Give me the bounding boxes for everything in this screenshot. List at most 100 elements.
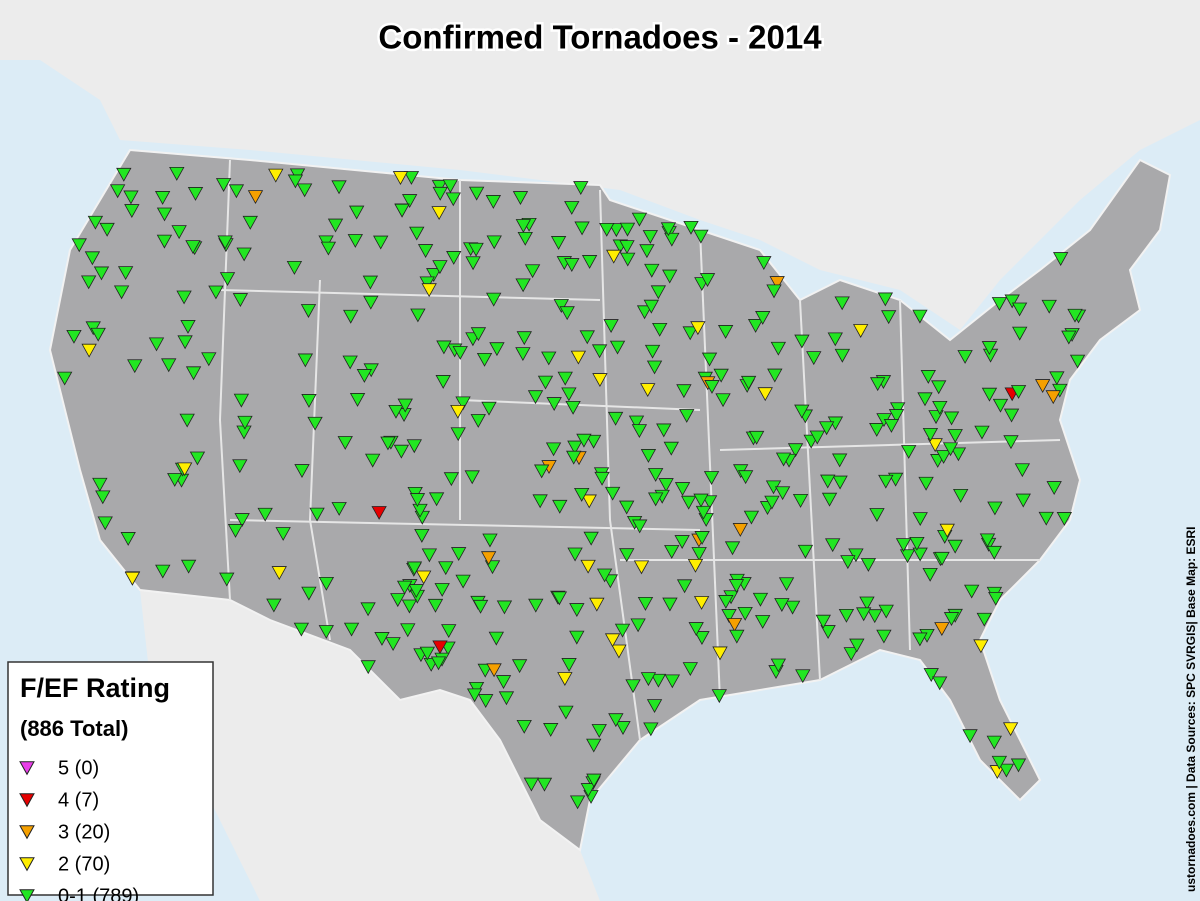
tornado-marker <box>409 226 425 241</box>
tornado-marker <box>527 390 544 405</box>
tornado-marker <box>693 596 710 610</box>
tornado-marker <box>881 310 897 325</box>
tornado-marker <box>486 292 502 307</box>
tornado-marker <box>809 430 825 445</box>
tornado-marker <box>646 360 663 375</box>
tornado-marker <box>573 181 589 196</box>
tornado-marker <box>87 215 104 230</box>
tornado-marker <box>464 470 480 485</box>
tornado-marker <box>615 721 631 735</box>
tornado-marker <box>843 647 859 662</box>
tornado-marker <box>393 444 410 459</box>
tornado-marker <box>365 453 381 468</box>
tornado-marker <box>732 523 748 537</box>
tornado-marker <box>337 436 353 450</box>
tornado-marker <box>636 305 653 320</box>
tornado-marker <box>859 596 875 611</box>
tornado-marker <box>180 559 197 574</box>
tornado-marker <box>434 583 450 597</box>
tornado-marker <box>465 256 481 271</box>
tornado-marker <box>912 309 928 324</box>
tornado-marker <box>516 719 532 734</box>
tornado-marker <box>840 555 856 570</box>
tornado-marker <box>820 474 836 489</box>
tornado-marker <box>680 495 697 510</box>
tornado-marker <box>644 344 661 359</box>
tornado-marker <box>371 506 387 520</box>
tornado-marker <box>234 513 250 527</box>
tornado-marker <box>385 637 401 652</box>
tornado-marker <box>918 476 934 491</box>
tornado-marker <box>580 559 596 574</box>
tornado-marker <box>737 470 754 485</box>
legend-label: 3 (20) <box>58 821 110 843</box>
tornado-marker <box>1012 326 1028 341</box>
tornado-marker <box>296 183 313 198</box>
tornado-marker <box>550 236 567 250</box>
tornado-marker <box>392 171 409 186</box>
tornado-marker <box>417 244 434 258</box>
tornado-marker <box>769 276 785 290</box>
tornado-marker <box>687 558 704 573</box>
legend-label: 4 (7) <box>58 789 99 811</box>
tornado-marker <box>992 398 1009 413</box>
tornado-marker <box>570 350 587 365</box>
legend-title: F/EF Rating <box>20 673 170 703</box>
tornado-marker <box>569 630 585 645</box>
tornado-marker <box>488 631 504 646</box>
tornado-marker <box>718 595 734 609</box>
tornado-marker <box>726 618 743 632</box>
tornado-marker <box>646 699 663 714</box>
tornado-marker <box>998 763 1015 778</box>
tornado-marker <box>124 204 140 218</box>
tornado-marker <box>682 326 698 341</box>
tornado-marker <box>56 371 73 386</box>
tornado-marker <box>406 439 422 454</box>
credit: ustornadoes.com | Data Sources: SPC SVRG… <box>1184 527 1198 892</box>
canada <box>0 0 1200 330</box>
tornado-marker <box>728 579 745 593</box>
tornado-marker <box>912 512 928 527</box>
tornado-marker <box>607 411 624 426</box>
tornado-marker <box>932 676 948 691</box>
tornado-marker <box>658 478 674 492</box>
tornado-marker <box>869 508 885 522</box>
tornado-marker <box>426 268 442 282</box>
tornado-marker <box>583 531 599 546</box>
tornado-marker <box>795 669 811 684</box>
tornado-marker <box>268 168 284 183</box>
tornado-marker <box>403 171 420 185</box>
tornado-marker <box>831 453 848 468</box>
tornado-marker <box>1002 722 1019 737</box>
tornado-marker <box>932 400 948 415</box>
tornado-marker <box>664 545 680 559</box>
tornado-marker <box>242 215 258 230</box>
tornado-marker <box>161 358 177 373</box>
tornado-marker <box>695 505 712 520</box>
tornado-marker <box>532 494 548 509</box>
tornado-marker <box>564 258 580 273</box>
tornado-marker <box>694 631 710 645</box>
tornado-marker <box>964 584 980 599</box>
tornado-marker <box>899 549 916 564</box>
tornado-marker <box>721 609 737 624</box>
tornado-marker <box>116 167 132 182</box>
tornado-marker <box>574 221 590 236</box>
tornado-marker <box>943 411 960 426</box>
tornado-marker <box>767 368 783 383</box>
tornado-marker <box>297 353 314 368</box>
tornado-marker <box>740 375 757 390</box>
tornado-marker <box>878 604 894 619</box>
tornado-marker <box>397 398 413 413</box>
tornado-marker <box>438 561 454 576</box>
tornado-marker <box>81 343 97 358</box>
tornado-marker <box>517 231 533 246</box>
tornado-marker <box>1061 330 1077 345</box>
tornado-marker <box>947 539 963 554</box>
tornado-marker <box>901 445 917 459</box>
tornado-marker <box>1003 435 1019 450</box>
tornado-marker <box>1067 308 1083 323</box>
mexico <box>140 590 600 901</box>
tornado-marker <box>849 638 865 653</box>
